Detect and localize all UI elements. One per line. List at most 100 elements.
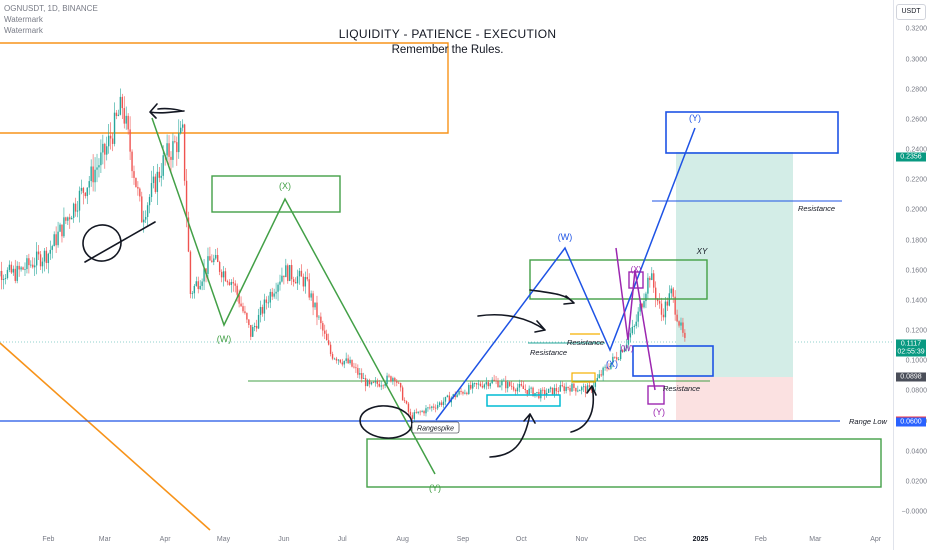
candle-body <box>647 278 648 294</box>
candle-body <box>34 265 35 267</box>
label-w-green: (W) <box>217 334 232 344</box>
candle-body <box>573 384 574 388</box>
candle-body <box>466 393 467 394</box>
candle-body <box>425 408 426 413</box>
candle-body <box>44 251 45 262</box>
candle-body <box>382 385 383 386</box>
candle-body <box>73 204 74 218</box>
candle-body <box>445 397 446 402</box>
candle-body <box>353 367 354 368</box>
candle-body <box>412 415 413 419</box>
candle-body <box>544 390 545 395</box>
candle-body <box>20 267 21 269</box>
candle-body <box>480 384 481 386</box>
candle-body <box>402 387 403 400</box>
candle-body <box>190 252 191 294</box>
candle-body <box>381 385 382 386</box>
candle-body <box>515 390 516 392</box>
candle-body <box>118 115 119 116</box>
candle-body <box>667 302 668 306</box>
unit-button[interactable]: USDT <box>896 4 926 20</box>
candle-body <box>207 256 208 274</box>
label-xy: XY <box>696 247 708 256</box>
candle-body <box>542 390 543 391</box>
candle-body <box>254 326 255 327</box>
candle-body <box>671 289 672 294</box>
price-tick: 0.3200 <box>906 26 927 33</box>
candle-body <box>419 412 420 413</box>
candle-body <box>651 273 652 280</box>
candle-body <box>94 170 95 183</box>
candle-body <box>135 178 136 187</box>
candle-body <box>552 388 553 395</box>
candle-body <box>3 279 4 280</box>
candle-body <box>632 327 633 333</box>
candle-body <box>266 300 267 303</box>
time-tick: Jul <box>338 536 347 543</box>
candle-body <box>242 306 243 311</box>
hand-arrow-top <box>150 104 184 118</box>
candle-body <box>406 401 407 404</box>
candle-body <box>85 193 86 196</box>
hand-circle-bottom <box>359 404 414 440</box>
candle-body <box>303 277 304 287</box>
candle-body <box>61 225 62 237</box>
cyan-box <box>487 395 560 406</box>
candle-body <box>196 281 197 286</box>
candle-body <box>501 381 502 385</box>
candle-body <box>209 256 210 260</box>
candle-body <box>361 373 362 379</box>
candle-body <box>636 322 637 326</box>
candle-body <box>65 217 66 220</box>
candle-body <box>322 323 323 330</box>
candle-body <box>447 396 448 397</box>
price-tick: 0.1600 <box>906 267 927 274</box>
candle-body <box>124 108 125 124</box>
label-range-low: Range Low <box>849 417 888 426</box>
candle-body <box>530 388 531 389</box>
time-tick: Feb <box>755 536 767 543</box>
candle-body <box>581 387 582 390</box>
label-x-green: (X) <box>279 181 291 191</box>
time-tick: Sep <box>457 536 469 543</box>
candle-body <box>388 376 389 377</box>
price-tick: 0.0200 <box>906 478 927 485</box>
candle-body <box>365 378 366 386</box>
candle-body <box>48 254 49 263</box>
price-tick: 0.2800 <box>906 86 927 93</box>
candle-body <box>229 282 230 285</box>
candle-body <box>554 388 555 394</box>
candle-body <box>176 142 177 152</box>
candle-body <box>421 411 422 412</box>
candle-body <box>437 405 438 408</box>
candle-body <box>476 383 477 384</box>
candle-body <box>414 412 415 419</box>
candle-body <box>161 176 162 178</box>
label-w-blue: (W) <box>558 232 573 242</box>
candle-body <box>470 385 471 389</box>
candle-body <box>126 116 127 124</box>
watermark-1: Watermark <box>4 15 43 25</box>
candle-body <box>18 266 19 270</box>
candle-body <box>122 97 123 108</box>
candle-body <box>314 303 315 308</box>
candle-body <box>519 384 520 388</box>
candle-body <box>676 315 677 322</box>
candle-body <box>50 250 51 254</box>
candle-body <box>192 293 193 294</box>
candle-body <box>312 293 313 307</box>
candle-body <box>299 271 300 277</box>
candle-body <box>351 360 352 367</box>
candle-body <box>289 265 290 281</box>
candle-body <box>270 292 271 303</box>
candle-body <box>225 271 226 281</box>
candle-body <box>283 276 284 277</box>
candle-body <box>497 381 498 387</box>
candle-body <box>357 368 358 375</box>
chart-subtitle: Remember the Rules. <box>0 44 895 56</box>
candle-body <box>157 172 158 192</box>
candle-body <box>42 262 43 267</box>
